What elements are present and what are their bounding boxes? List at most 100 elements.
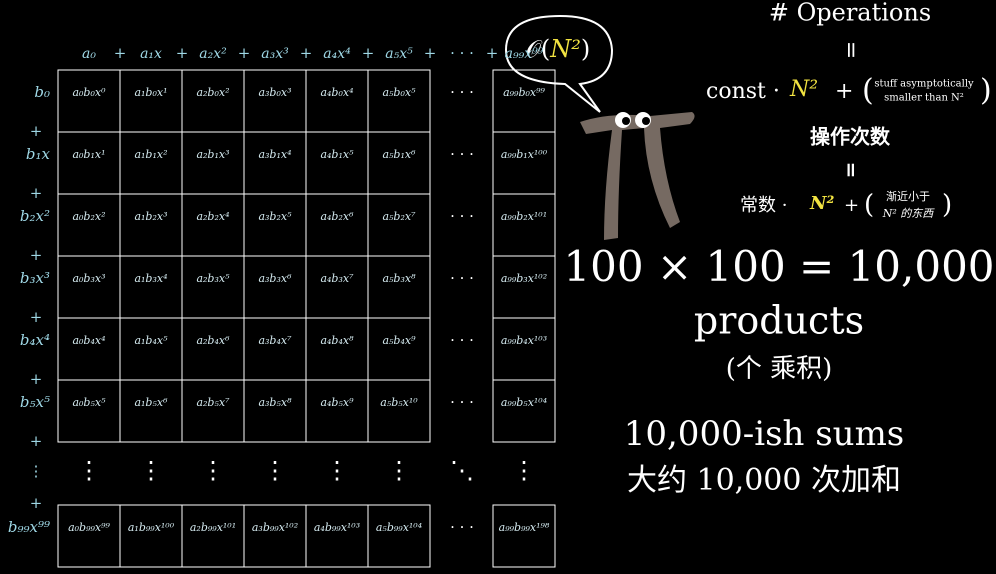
cell [243,379,307,443]
cell-text: a₀b₉₉x⁹⁹ [68,521,110,534]
vdots: ⋮ [263,457,287,485]
cell [367,504,431,568]
plus: + [835,79,853,104]
row-label: b₁x [26,145,51,163]
plus: + [362,44,375,62]
hdots: · · · [450,207,474,225]
cell [119,379,183,443]
plus: + [300,44,313,62]
cell [305,379,369,443]
cell-text: a₀b₄x⁴ [72,334,105,347]
cell [119,69,183,133]
cell-text: a₄b₀x⁴ [320,86,353,99]
row-vdots: ⋮ [29,462,44,480]
cell-text: a₄b₅x⁹ [320,396,354,409]
hdots: · · · [450,393,474,411]
cell [119,131,183,195]
cell-text: a₉₉b₁x¹⁰⁰ [501,148,548,161]
cell-text: a₄b₂x⁶ [320,210,354,223]
cell-text: a₃b₅x⁸ [258,396,292,409]
cell [492,131,556,195]
cell-text: a₅b₃x⁸ [382,272,416,285]
bubble-text: 𝒪(N²) [526,35,590,63]
n-squared: N² [789,77,818,102]
hdots: · · · [450,269,474,287]
sums-label-zh: 大约 10,000 次加和 [627,463,901,498]
bubble-n: N² [549,35,581,63]
cell [243,504,307,568]
vdots: ⋮ [512,457,536,485]
cell-text: a₅b₅x¹⁰ [380,396,418,409]
cell-text: a₃b₄x⁷ [258,334,292,347]
cell-text: a₃b₀x³ [258,86,291,99]
cell [305,131,369,195]
cell [181,255,245,319]
vdots: ⋮ [77,457,101,485]
cell-text: a₁b₄x⁵ [134,334,168,347]
cell-text: a₄b₃x⁷ [320,272,354,285]
header-term: a₀ [82,46,96,62]
vdots: ⋮ [139,457,163,485]
hdots: · · · [450,331,474,349]
cell [119,193,183,257]
cell [305,193,369,257]
cell-text: a₄b₉₉x¹⁰³ [314,521,360,534]
stuff-1: stuff asymptotically [874,79,974,90]
cell-text: a₂b₉₉x¹⁰¹ [190,521,236,534]
plus: + [176,44,189,62]
cell [181,69,245,133]
cell-text: a₉₉b₂x¹⁰¹ [501,210,547,223]
cell [181,193,245,257]
plus: + [424,44,437,62]
plus: + [30,432,43,450]
cell-text: a₁b₃x⁴ [134,272,167,285]
plus: + [30,494,43,512]
paren: ( [864,190,874,220]
cell [492,193,556,257]
cell [492,379,556,443]
header-term: a₁x [140,46,162,62]
cell [57,255,121,319]
stuff-2: smaller than N² [884,93,964,104]
cell [305,317,369,381]
cell-text: a₂b₄x⁶ [196,334,230,347]
cell-text: a₁b₁x² [134,148,167,161]
products-equation: 100 × 100 = 10,000 [563,242,994,291]
cell-text: a₅b₀x⁵ [382,86,416,99]
cell-text: a₉₉b₃x¹⁰² [501,272,547,285]
cell [305,69,369,133]
header-term: a₉₉x⁹⁹ [505,46,544,62]
paren: ) [942,190,952,220]
cell [57,317,121,381]
cell [57,131,121,195]
sums-label: 10,000-ish sums [624,414,905,454]
cell [181,504,245,568]
n-squared: N² [809,193,834,214]
hdots: · · · [450,145,474,163]
const: const · [706,79,780,104]
cell [243,317,307,381]
hdots: · · · [450,83,474,101]
cell-text: a₂b₃x⁵ [196,272,230,285]
cell [243,131,307,195]
speech-bubble: 𝒪(N²) [504,14,614,113]
cell-text: a₁b₅x⁶ [134,396,168,409]
cell [119,317,183,381]
cell [367,193,431,257]
cell-text: a₂b₅x⁷ [196,396,230,409]
cell [305,504,369,568]
products-label: products [694,299,864,343]
cell [243,69,307,133]
cell [367,255,431,319]
cell [367,317,431,381]
plus: + [30,246,43,264]
pi-creature [580,112,695,240]
ops-title: # Operations [769,0,931,27]
vdots: ⋮ [325,457,349,485]
cell [367,131,431,195]
cell-text: a₂b₁x³ [196,148,229,161]
cell [243,193,307,257]
vdots: ⋮ [201,457,225,485]
cell-text: a₉₉b₉₉x¹⁹⁸ [499,521,550,534]
cell-text: a₀b₀x⁰ [72,86,106,99]
